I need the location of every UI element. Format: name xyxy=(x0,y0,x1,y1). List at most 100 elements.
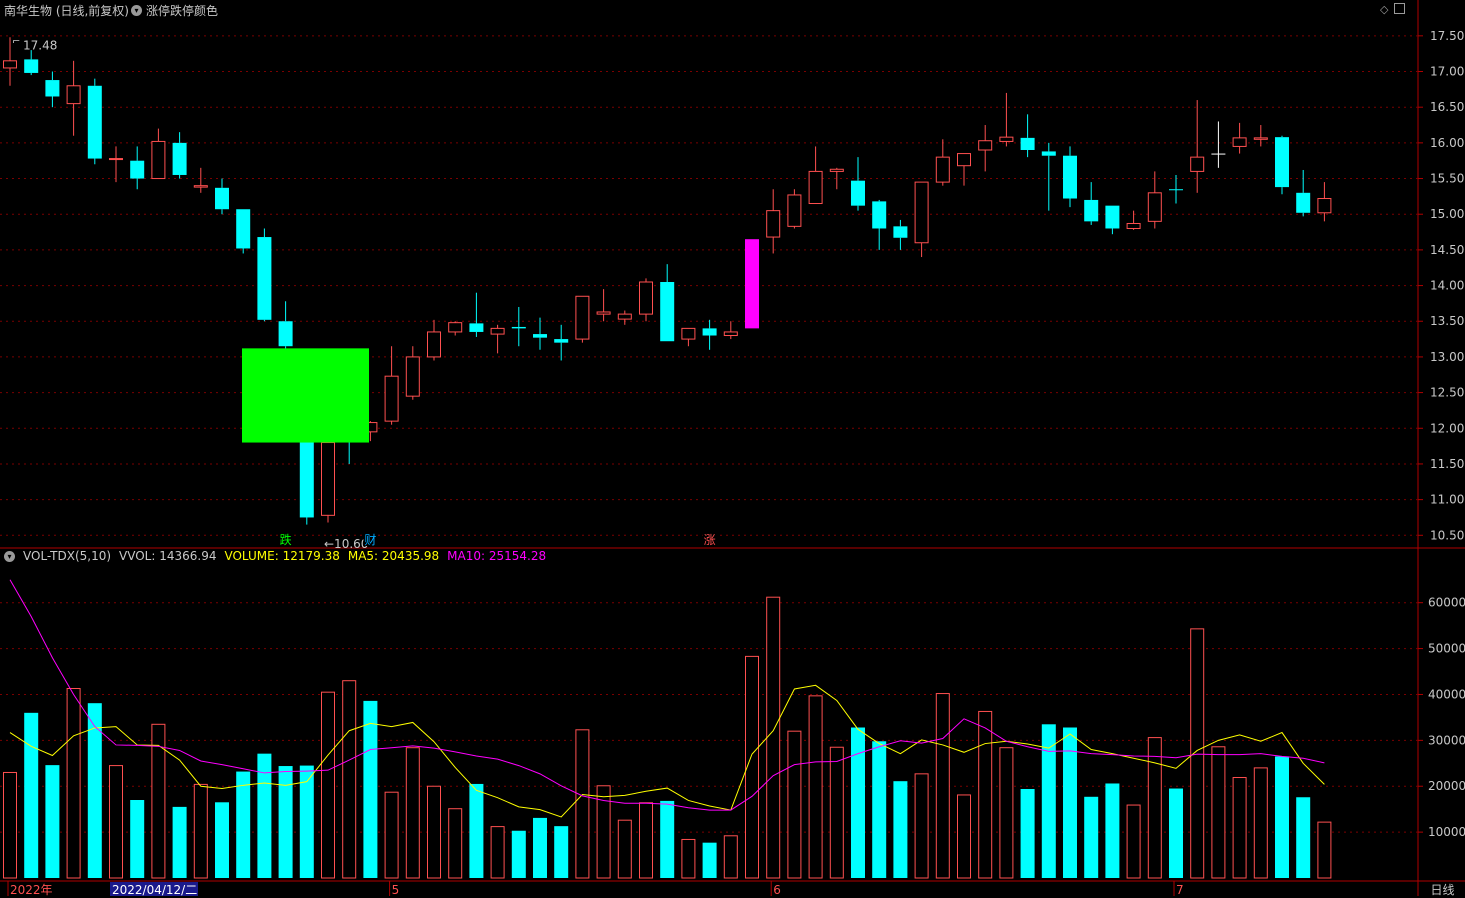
candle-body[interactable] xyxy=(914,181,929,244)
volume-bar[interactable] xyxy=(957,794,971,879)
volume-bar[interactable] xyxy=(1105,783,1120,878)
candle-body[interactable] xyxy=(193,185,208,188)
candle-body[interactable] xyxy=(596,311,611,315)
candle-body[interactable] xyxy=(851,180,865,206)
candle-body[interactable] xyxy=(257,237,272,320)
volume-bar[interactable] xyxy=(1020,788,1035,878)
candle-body[interactable] xyxy=(490,327,505,335)
volume-bar[interactable] xyxy=(278,766,293,878)
candle-body[interactable] xyxy=(87,85,102,159)
volume-bar[interactable] xyxy=(554,826,569,878)
volume-bar[interactable] xyxy=(215,802,229,878)
volume-bar[interactable] xyxy=(363,700,378,878)
volume-dropdown-icon[interactable]: ▾ xyxy=(4,551,15,562)
volume-bar[interactable] xyxy=(109,765,123,879)
candle-body[interactable] xyxy=(511,326,526,329)
candle-body[interactable] xyxy=(321,442,335,516)
indicator-title[interactable]: 涨停跌停颜色 xyxy=(146,4,219,18)
volume-bar[interactable] xyxy=(596,785,611,879)
volume-bar[interactable] xyxy=(24,712,39,878)
candle-body[interactable] xyxy=(999,136,1014,142)
volume-bar[interactable] xyxy=(3,771,17,879)
volume-bar[interactable] xyxy=(1169,788,1183,878)
volume-bar[interactable] xyxy=(1275,756,1289,878)
volume-bar[interactable] xyxy=(851,727,865,878)
candle-body[interactable] xyxy=(215,187,229,210)
candle-body[interactable] xyxy=(1105,205,1120,229)
candle-body[interactable] xyxy=(1169,189,1183,191)
indicator-dropdown-icon[interactable]: ▾ xyxy=(131,5,142,16)
candle-body[interactable] xyxy=(957,153,971,167)
volume-bar[interactable] xyxy=(533,817,547,878)
volume-bar[interactable] xyxy=(151,723,166,879)
volume-bar[interactable] xyxy=(66,688,81,879)
candle-body[interactable] xyxy=(1232,137,1247,147)
volume-bar[interactable] xyxy=(490,826,505,879)
volume-bar[interactable] xyxy=(766,596,781,879)
volume-bar[interactable] xyxy=(1232,777,1247,879)
period-label[interactable]: 日线 xyxy=(1430,883,1455,897)
candle-body[interactable] xyxy=(1190,156,1205,172)
volume-bar[interactable] xyxy=(130,800,145,878)
volume-bar[interactable] xyxy=(236,771,251,878)
candle-body[interactable] xyxy=(1041,151,1056,156)
volume-bar[interactable] xyxy=(808,695,823,879)
volume-bar[interactable] xyxy=(448,808,463,879)
candle-body[interactable] xyxy=(808,170,823,205)
candle-body[interactable] xyxy=(130,160,145,179)
volume-bar[interactable] xyxy=(829,746,844,879)
candle-body[interactable] xyxy=(109,158,123,161)
volume-bar[interactable] xyxy=(1063,727,1077,878)
volume-bar[interactable] xyxy=(1084,796,1099,878)
candle-body[interactable] xyxy=(935,156,950,183)
volume-bar[interactable] xyxy=(257,753,272,878)
candle-body[interactable] xyxy=(1063,155,1077,199)
candle-body[interactable] xyxy=(236,209,251,249)
candle-body[interactable] xyxy=(1275,137,1289,188)
candle-body[interactable] xyxy=(978,140,993,151)
volume-bar[interactable] xyxy=(893,781,908,878)
volume-bar[interactable] xyxy=(617,819,632,879)
candle-body[interactable] xyxy=(829,168,844,172)
candle-body[interactable] xyxy=(893,226,908,238)
candle-body[interactable] xyxy=(660,282,675,342)
candle-body[interactable] xyxy=(575,295,590,340)
candle-body[interactable] xyxy=(66,85,81,105)
candle-body[interactable] xyxy=(1317,198,1332,214)
candle-body[interactable] xyxy=(1126,222,1141,229)
volume-bar[interactable] xyxy=(45,765,60,878)
volume-bar[interactable] xyxy=(639,802,653,879)
volume-bar[interactable] xyxy=(1211,746,1226,879)
candle-body[interactable] xyxy=(3,60,17,69)
volume-bar[interactable] xyxy=(342,680,357,879)
volume-bar[interactable] xyxy=(1317,821,1332,879)
candle-body[interactable] xyxy=(617,313,632,320)
maximize-icon[interactable] xyxy=(1394,3,1406,14)
candle-body[interactable] xyxy=(787,194,802,227)
candle-body[interactable] xyxy=(151,140,166,180)
volume-bar[interactable] xyxy=(1041,724,1056,878)
candle-body[interactable] xyxy=(872,201,887,229)
volume-bar[interactable] xyxy=(469,783,484,878)
candle-body[interactable] xyxy=(554,339,569,343)
stock-title[interactable]: 南华生物 (日线,前复权) xyxy=(4,4,129,18)
volume-bar[interactable] xyxy=(384,791,399,879)
limit-down-block[interactable] xyxy=(242,348,369,443)
candle-body[interactable] xyxy=(24,59,39,73)
volume-bar[interactable] xyxy=(978,710,993,879)
candle-body[interactable] xyxy=(1084,199,1099,222)
volume-bar[interactable] xyxy=(702,842,717,878)
volume-bar[interactable] xyxy=(745,655,759,879)
volume-bar[interactable] xyxy=(575,729,590,879)
candle-body[interactable] xyxy=(172,142,187,175)
volume-bar[interactable] xyxy=(321,691,335,879)
volume-bar[interactable] xyxy=(787,730,802,879)
candle-body[interactable] xyxy=(745,239,759,329)
candle-body[interactable] xyxy=(723,331,738,337)
candle-body[interactable] xyxy=(1296,192,1311,213)
volume-indicator-name[interactable]: VOL-TDX(5,10) xyxy=(23,549,112,563)
candle-body[interactable] xyxy=(427,331,441,358)
candle-body[interactable] xyxy=(278,321,293,347)
candle-body[interactable] xyxy=(45,80,60,97)
